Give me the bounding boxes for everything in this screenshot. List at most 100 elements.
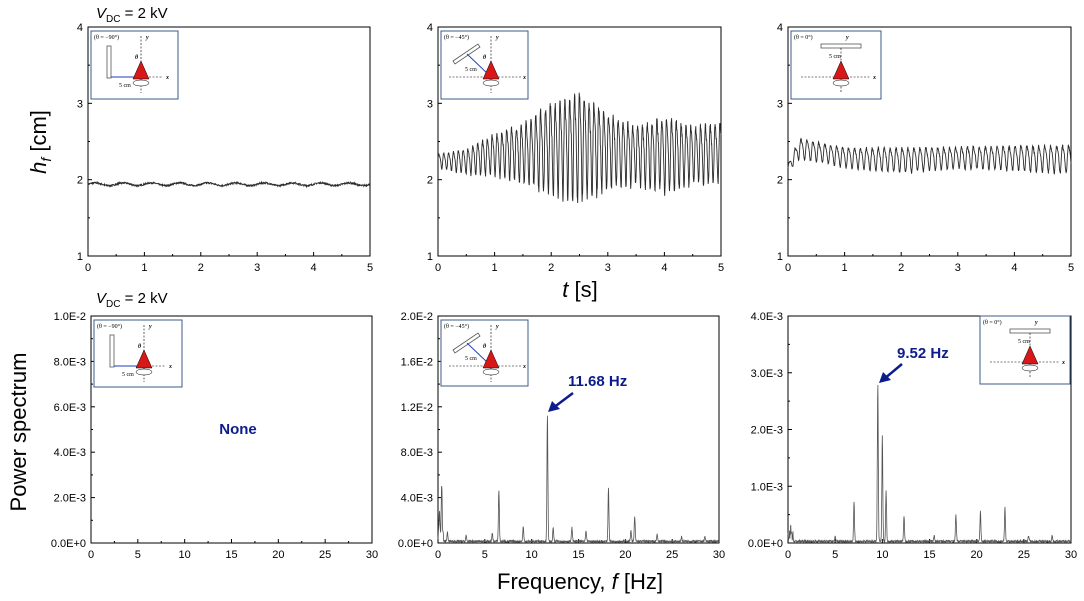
x-tick-label: 5 xyxy=(482,549,488,561)
x-tick-label: 5 xyxy=(832,549,838,561)
y-tick-label: 6.0E-3 xyxy=(54,402,86,414)
plate-icon xyxy=(820,43,862,49)
y-tick-label: 1 xyxy=(77,251,83,263)
svg-text:(θ = −45°): (θ = −45°) xyxy=(444,34,469,41)
x-tick-label: 4 xyxy=(311,262,317,274)
nozzle-icon xyxy=(135,349,153,369)
inset-theta-minus-90-top: (θ = −90°) y 5 cm x θ xyxy=(90,30,179,100)
y-tick-label: 4 xyxy=(427,22,433,34)
inset-theta-minus-45-top: (θ = −45°) y 5 cm x θ xyxy=(440,30,529,100)
nozzle-icon xyxy=(482,349,500,369)
svg-text:(θ = 0°): (θ = 0°) xyxy=(983,319,1002,326)
x-tick-label: 3 xyxy=(254,262,260,274)
x-tick-label: 30 xyxy=(366,549,378,561)
y-tick-label: 3.0E-3 xyxy=(751,368,783,380)
x-tick-label: 5 xyxy=(135,549,141,561)
height-trace xyxy=(437,92,722,204)
plot-panel-bottom-middle: 0 5 10 15 20 25 30 0.0E+0 4.0E-3 8.0E-3 1.2E-2 1.6E… xyxy=(398,311,725,561)
x-tick-label: 5 xyxy=(367,262,373,274)
y-tick-label: 4.0E-3 xyxy=(751,311,783,323)
y-tick-label: 0.0E+0 xyxy=(748,538,783,550)
inset-theta-0-top: (θ = 0°) y 5 cm x xyxy=(790,30,882,100)
y-tick-label: 8.0E-3 xyxy=(401,447,433,459)
power-spectrum-trace xyxy=(787,384,1072,544)
y-tick-label: 1 xyxy=(777,251,783,263)
plate-icon xyxy=(109,334,115,368)
x-tick-label: 1 xyxy=(492,262,498,274)
nozzle-icon xyxy=(1021,345,1039,365)
x-tick-label: 25 xyxy=(1018,549,1030,561)
nozzle-icon xyxy=(132,60,150,80)
height-trace xyxy=(87,180,371,189)
y-tick-label: 1 xyxy=(427,251,433,263)
y-tick-label: 0.0E+0 xyxy=(398,538,433,550)
x-tick-label: 2 xyxy=(898,262,904,274)
x-tick-label: 25 xyxy=(666,549,678,561)
y-tick-label: 2.0E-3 xyxy=(54,493,86,505)
y-tick-label: 2 xyxy=(427,175,433,187)
x-tick-label: 15 xyxy=(923,549,935,561)
svg-text:5 cm: 5 cm xyxy=(465,356,477,362)
x-tick-label: 10 xyxy=(526,549,538,561)
x-tick-label: 0 xyxy=(435,549,441,561)
y-tick-label: 1.6E-2 xyxy=(401,356,433,368)
svg-text:(θ = −45°): (θ = −45°) xyxy=(444,323,469,330)
x-tick-label: 15 xyxy=(572,549,584,561)
y-tick-label: 1.2E-2 xyxy=(401,402,433,414)
x-tick-label: 0 xyxy=(785,549,791,561)
x-tick-label: 0 xyxy=(435,262,441,274)
y-tick-label: 3 xyxy=(77,98,83,110)
y-tick-label: 8.0E-3 xyxy=(54,356,86,368)
svg-text:x: x xyxy=(168,364,172,370)
y-tick-label: 2 xyxy=(777,175,783,187)
plate-icon xyxy=(106,45,112,79)
x-axis-title-bottom: Frequency, f [Hz] xyxy=(497,569,663,594)
vdc-label-bottom: VDC = 2 kV xyxy=(96,290,168,310)
y-tick-label: 4 xyxy=(77,22,83,34)
inset-theta-minus-90-bottom: (θ = −90°) y 5 cm x θ xyxy=(93,319,183,388)
nozzle-icon xyxy=(832,60,850,80)
x-tick-label: 3 xyxy=(605,262,611,274)
svg-text:x: x xyxy=(1061,360,1065,366)
x-tick-label: 20 xyxy=(272,549,284,561)
y-tick-label: 3 xyxy=(427,98,433,110)
x-tick-label: 1 xyxy=(141,262,147,274)
svg-text:θ: θ xyxy=(135,55,139,61)
y-tick-label: 2.0E-3 xyxy=(751,425,783,437)
svg-text:y: y xyxy=(148,324,152,330)
x-tick-label: 5 xyxy=(718,262,724,274)
svg-text:5 cm: 5 cm xyxy=(119,83,131,89)
svg-text:5 cm: 5 cm xyxy=(829,54,841,60)
x-tick-label: 3 xyxy=(955,262,961,274)
svg-text:(θ = −90°): (θ = −90°) xyxy=(94,34,119,41)
svg-text:θ: θ xyxy=(483,55,487,61)
svg-text:x: x xyxy=(522,364,526,370)
annotation-peak-right: 9.52 Hz xyxy=(897,345,949,362)
x-tick-label: 30 xyxy=(713,549,725,561)
y-tick-label: 4.0E-3 xyxy=(54,447,86,459)
power-spectrum-trace xyxy=(437,415,720,544)
x-tick-label: 20 xyxy=(971,549,983,561)
x-tick-label: 25 xyxy=(319,549,331,561)
svg-text:5 cm: 5 cm xyxy=(122,372,134,378)
x-tick-label: 4 xyxy=(661,262,667,274)
x-axis-title-top: t [s] xyxy=(562,277,597,302)
svg-text:y: y xyxy=(845,35,849,41)
plate-icon xyxy=(452,43,481,65)
svg-text:5 cm: 5 cm xyxy=(1018,339,1030,345)
x-tick-label: 2 xyxy=(548,262,554,274)
y-axis-title-top: hf [cm] xyxy=(26,110,54,174)
arrow-peak-middle xyxy=(548,392,574,412)
inset-theta-0-bottom: (θ = 0°) y 5 cm x xyxy=(979,315,1071,385)
x-tick-label: 20 xyxy=(619,549,631,561)
svg-text:x: x xyxy=(522,75,526,81)
vdc-label-top: VDC = 2 kV xyxy=(96,5,168,25)
x-tick-label: 15 xyxy=(225,549,237,561)
y-tick-label: 1.0E-2 xyxy=(54,311,86,323)
x-tick-label: 0 xyxy=(85,262,91,274)
y-tick-label: 2.0E-2 xyxy=(401,311,433,323)
x-tick-label: 0 xyxy=(88,549,94,561)
